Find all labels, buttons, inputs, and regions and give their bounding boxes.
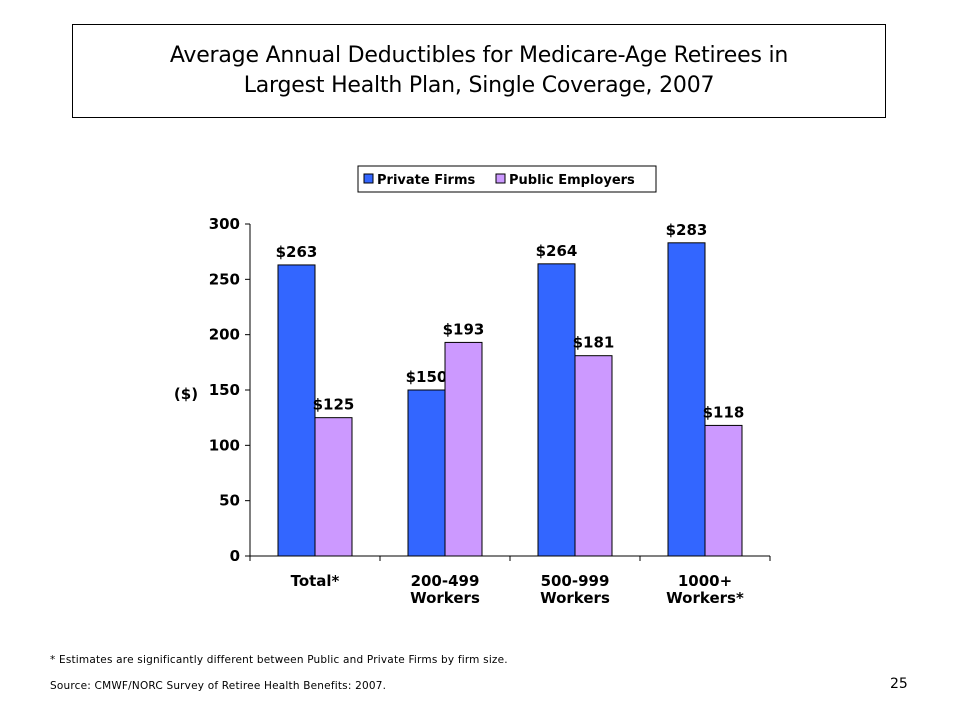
x-tick-label: Workers* <box>666 589 744 607</box>
data-label: $150 <box>406 368 448 386</box>
x-tick-label: 1000+ <box>678 572 732 590</box>
bar-public-3 <box>704 424 743 557</box>
bar-public-2 <box>574 355 613 557</box>
data-label: $264 <box>536 242 578 260</box>
bar-public-0 <box>314 417 353 557</box>
x-tick-label: Workers <box>540 589 610 607</box>
y-axis-label: ($) <box>174 385 198 403</box>
bar-private-1 <box>407 389 446 557</box>
legend-swatch-public <box>495 173 506 184</box>
data-label: $118 <box>703 403 745 421</box>
chart-title: Average Annual Deductibles for Medicare-… <box>72 24 886 118</box>
y-tick-label: 300 <box>209 215 240 233</box>
bar-public-1 <box>444 341 483 557</box>
data-label: $125 <box>313 396 355 414</box>
x-tick-label: Workers <box>410 589 480 607</box>
title-line-1: Average Annual Deductibles for Medicare-… <box>169 43 789 68</box>
y-tick-label: 50 <box>219 492 240 510</box>
x-tick-label: 500-999 <box>541 572 610 590</box>
data-label: $263 <box>276 243 318 261</box>
data-label: $283 <box>666 221 708 239</box>
footnote: * Estimates are significantly different … <box>50 654 508 666</box>
y-tick-label: 200 <box>209 326 240 344</box>
x-tick-label: Total* <box>291 572 340 590</box>
y-tick-label: 150 <box>209 381 240 399</box>
legend-swatch-private <box>363 173 374 184</box>
y-tick-label: 0 <box>230 547 240 565</box>
x-tick-label: 200-499 <box>411 572 480 590</box>
data-label: $193 <box>443 320 485 338</box>
legend-label-public: Public Employers <box>509 173 635 188</box>
source-note: Source: CMWF/NORC Survey of Retiree Heal… <box>50 680 387 692</box>
legend-box <box>357 165 657 193</box>
page-number: 25 <box>890 676 908 692</box>
data-label: $181 <box>573 334 615 352</box>
bar-private-3 <box>667 242 706 557</box>
y-tick-label: 100 <box>209 436 240 454</box>
legend-label-private: Private Firms <box>377 173 475 188</box>
bar-private-2 <box>537 263 576 557</box>
title-line-2: Largest Health Plan, Single Coverage, 20… <box>243 73 715 98</box>
bar-private-0 <box>277 264 316 557</box>
y-tick-label: 250 <box>209 270 240 288</box>
